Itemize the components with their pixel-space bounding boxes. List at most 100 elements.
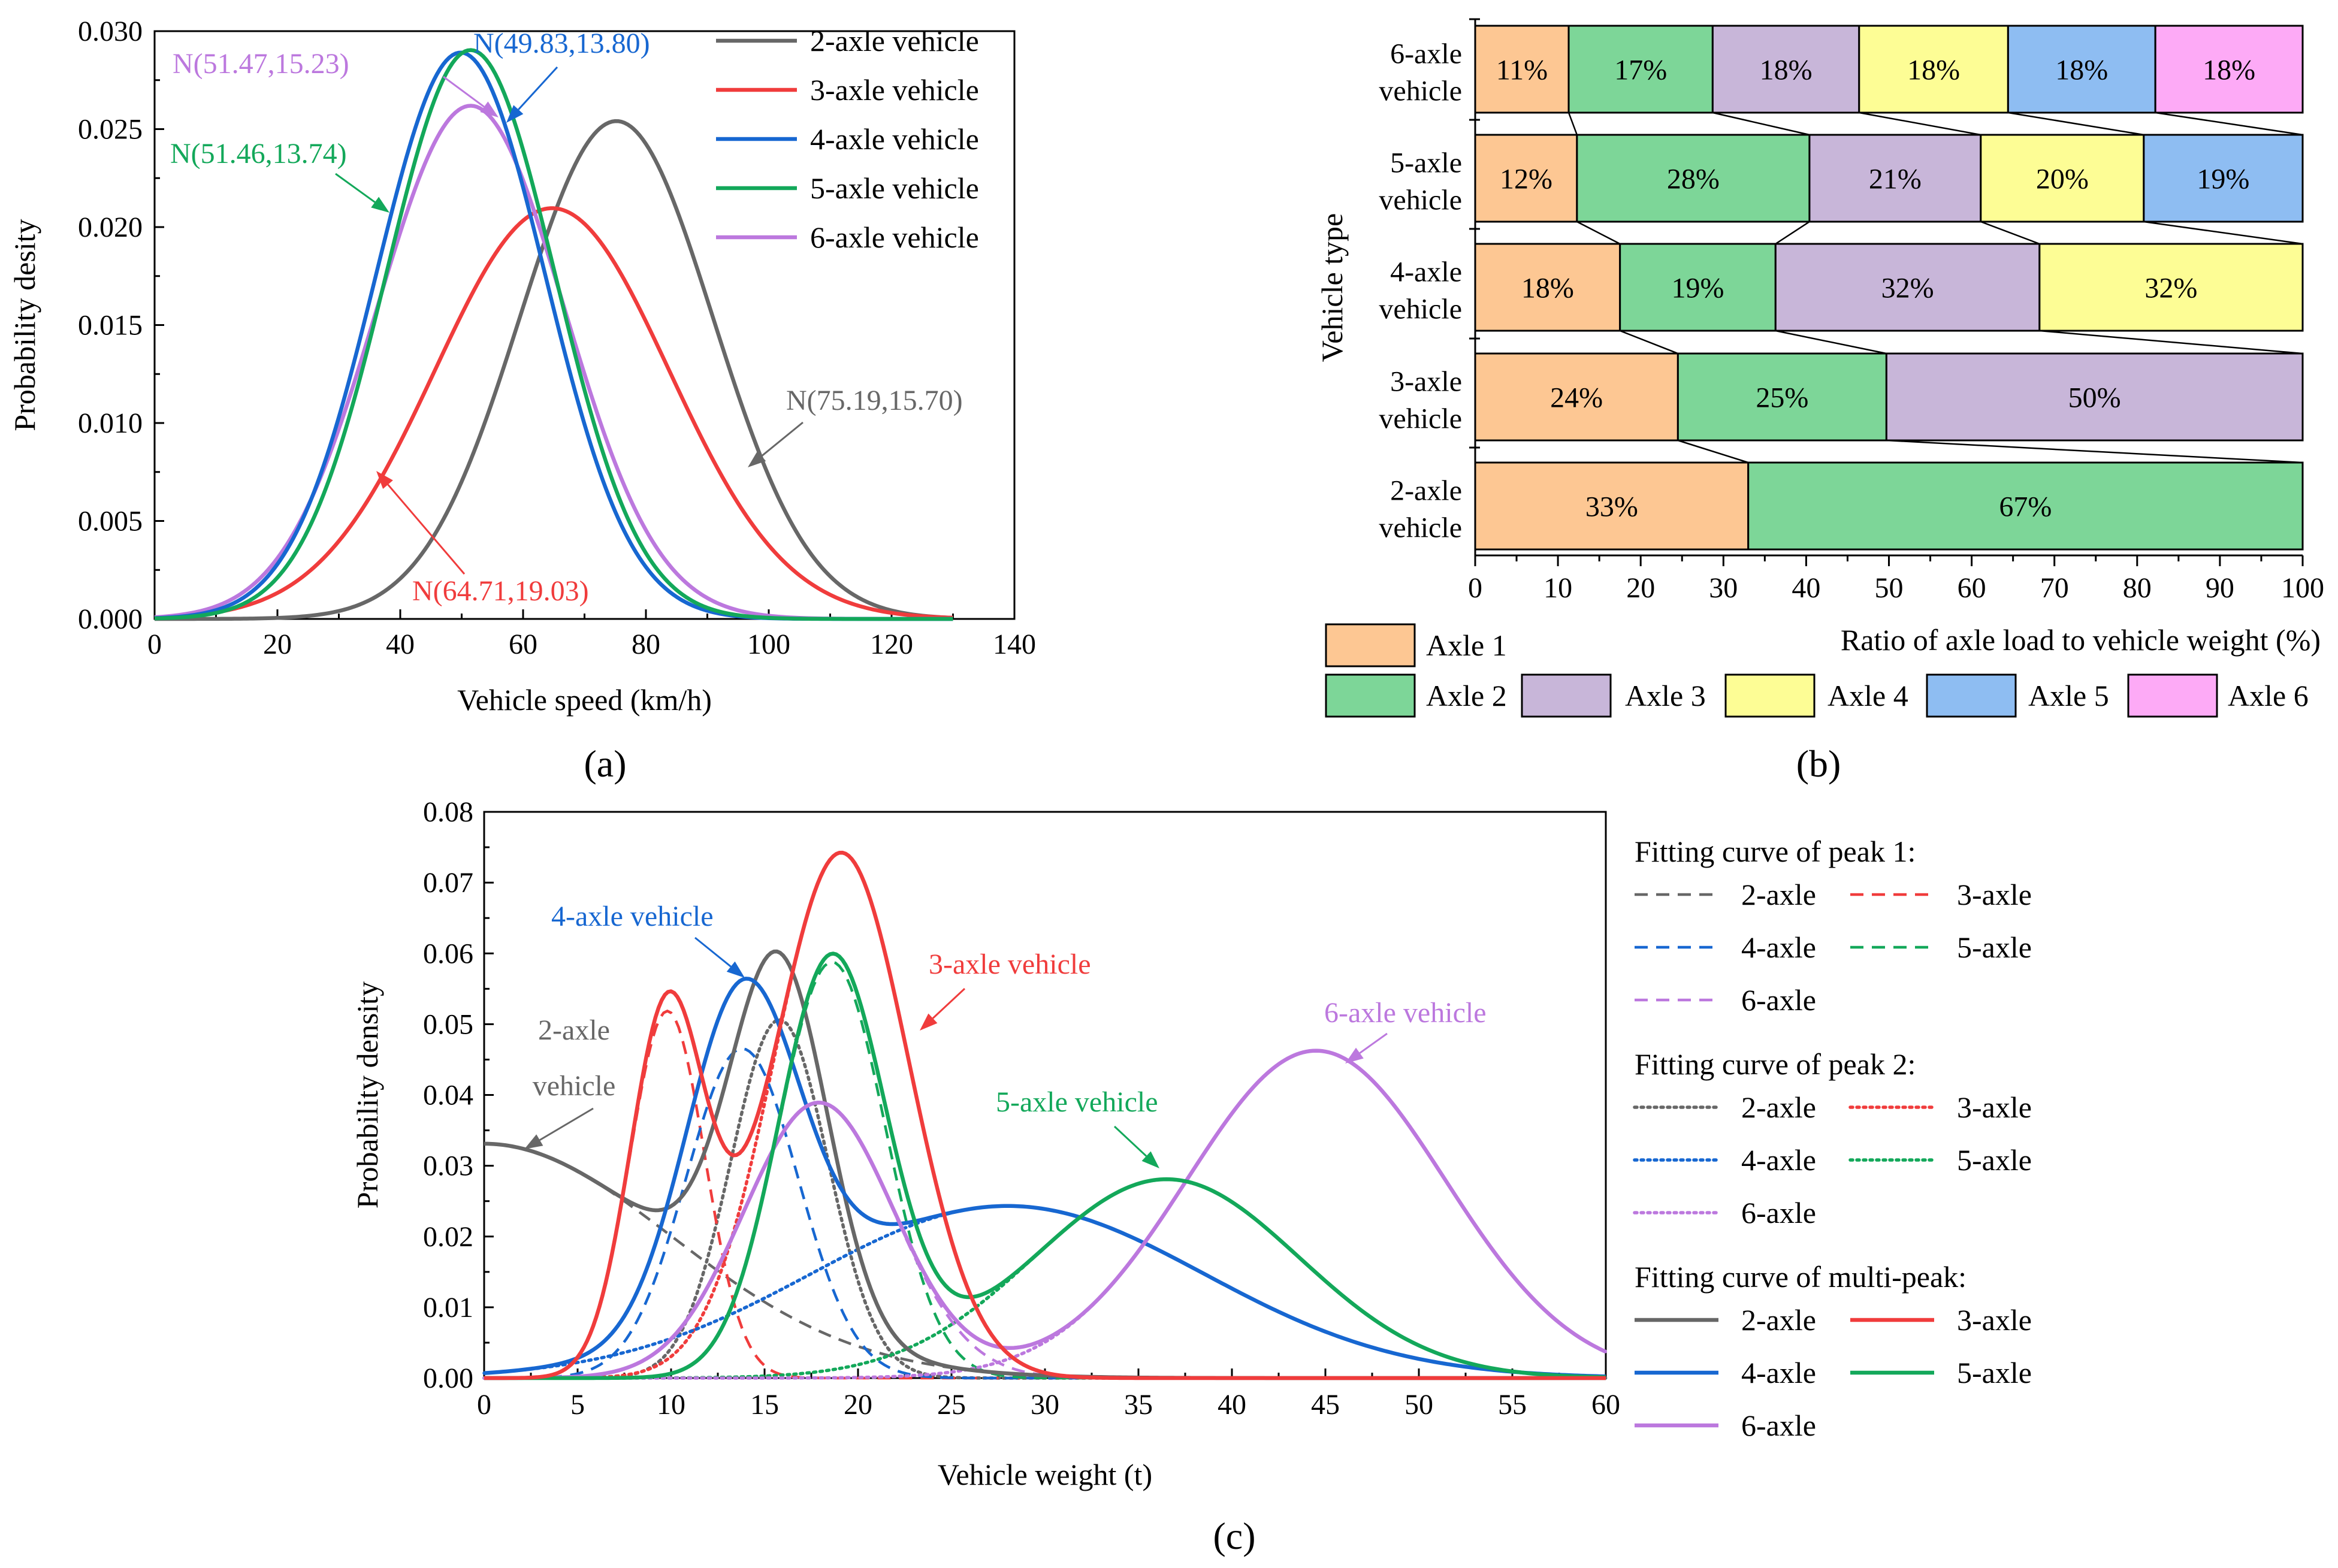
- legend-label-5-axle: 5-axle: [1957, 1356, 2032, 1389]
- multipeak-curve-3-axle: [484, 850, 1606, 1380]
- bar-segment-axle-1: [1474, 461, 1750, 551]
- bar-segment-axle-5: [2007, 25, 2156, 114]
- y-axis-title: Probability density: [351, 981, 384, 1209]
- legend-swatch-axle-6: [2127, 673, 2218, 718]
- category-label-line1: 5-axle: [1390, 147, 1462, 179]
- plot-frame: [153, 30, 1016, 620]
- x-tick-label: 50: [1875, 572, 1904, 604]
- bar-segment-label: 18%: [2055, 55, 2108, 86]
- x-tick-label: 10: [1543, 572, 1572, 604]
- bar-segment-label: 11%: [1496, 55, 1548, 86]
- legend-label-6-axle: 6-axle: [1741, 1196, 1816, 1229]
- legend-label-2-axle: 2-axle vehicle: [810, 24, 979, 58]
- bar-segment-axle-2: [1747, 461, 2304, 551]
- peak2-curve-4-axle: [482, 1204, 1608, 1378]
- x-tick-label: 120: [870, 629, 913, 660]
- legend-label-axle-1: Axle 1: [1426, 629, 1507, 662]
- category-label-line2: vehicle: [1379, 185, 1462, 216]
- x-tick-label: 40: [1792, 572, 1820, 604]
- category-label-line2: vehicle: [1379, 512, 1462, 544]
- bar-segment-label: 33%: [1585, 491, 1638, 523]
- speed-curve-2-axle: [155, 119, 953, 621]
- annotation-3-axle: N(64.71,19.03): [412, 575, 589, 607]
- legend-label-axle-4: Axle 4: [1827, 679, 1908, 712]
- panel-b-axle-load-ratio: 0 10 20 30 40 50 60 70 80 90 100 Ratio of axle load…: [1315, 18, 2324, 785]
- stack-connector: [1567, 112, 1578, 135]
- x-axis-title: Vehicle speed (km/h): [457, 683, 712, 717]
- y-tick-label: 0.07: [423, 867, 473, 899]
- category-label-line1: 3-axle: [1390, 366, 1462, 398]
- legend-label-axle-2: Axle 2: [1426, 679, 1507, 712]
- stack-connector: [1775, 220, 1810, 245]
- y-tick-label: 0.05: [423, 1008, 473, 1040]
- bar-segment-axle-2: [1677, 352, 1887, 442]
- panel-a-speed-distribution: 0 20 40 60 80 100 120 140 0.000 0.005 0.010 0.015 0.…: [8, 16, 1036, 785]
- multipeak-curve-6-axle: [484, 1049, 1607, 1380]
- x-tick-label: 20: [1626, 572, 1655, 604]
- peak1-curve-3-axle: [484, 1009, 1606, 1380]
- annotation-2-axle-line2: vehicle: [533, 1070, 616, 1102]
- stack-connector: [1886, 439, 2303, 464]
- x-tick-label: 40: [1218, 1389, 1246, 1421]
- legend-swatch-axle-1: [1325, 623, 1416, 667]
- bar-segment-axle-3: [1808, 134, 1982, 223]
- stack-connector: [2143, 220, 2303, 245]
- stack-connector: [1712, 111, 1810, 136]
- bar-segment-axle-2: [1576, 134, 1811, 223]
- x-tick-label: 5: [570, 1389, 585, 1421]
- legend-label-3-axle: 3-axle: [1957, 1303, 2032, 1337]
- speed-curve-5-axle: [154, 48, 953, 621]
- y-axis-title: Probability desity: [8, 219, 41, 431]
- annotation-arrow-4-axle-shaft: [518, 66, 558, 110]
- annotation-arrow-3-axle-shaft: [387, 484, 466, 575]
- legend-swatch-axle-3: [1521, 673, 1612, 718]
- annotation-arrow-2-axle-shaft: [539, 1107, 594, 1141]
- caption-b: (b): [1796, 742, 1841, 785]
- legend-group-title: Fitting curve of peak 1:: [1635, 835, 1916, 868]
- annotation-arrow-6-axle-shaft: [1359, 1032, 1388, 1054]
- stack-connector: [1775, 330, 1887, 355]
- bar-segment-label: 32%: [1881, 273, 1934, 304]
- bar-segment-axle-1: [1474, 352, 1679, 442]
- legend-label-5-axle: 5-axle: [1957, 930, 2032, 964]
- annotation-arrow-4-axle-shaft: [694, 936, 732, 968]
- bar-segment-axle-4: [1980, 134, 2145, 223]
- legend-label-4-axle: 4-axle vehicle: [810, 122, 979, 156]
- annotation-6-axle: N(51.47,15.23): [173, 48, 349, 80]
- y-tick-label: 0.02: [423, 1221, 473, 1253]
- legend-label-2-axle: 2-axle: [1741, 1090, 1816, 1124]
- annotation-arrow-2-axle-head: [748, 451, 766, 467]
- category-label-line2: vehicle: [1379, 403, 1462, 435]
- bar-segment-axle-4: [2038, 243, 2304, 332]
- bar-segment-label: 18%: [1521, 273, 1574, 304]
- stack-connector: [1576, 220, 1621, 245]
- annotation-arrow-5-axle-head: [1141, 1151, 1159, 1168]
- x-tick-label: 25: [937, 1389, 966, 1421]
- annotation-arrow-6-axle-head: [1345, 1047, 1364, 1064]
- annotation-5-axle: N(51.46,13.74): [170, 138, 347, 170]
- category-label-line1: 6-axle: [1390, 38, 1462, 70]
- y-tick-label: 0.00: [423, 1362, 473, 1394]
- x-axis-title: Vehicle weight (t): [938, 1458, 1152, 1491]
- legend-label-6-axle: 6-axle vehicle: [810, 220, 979, 254]
- x-tick-label: 20: [263, 629, 292, 660]
- multipeak-curve-4-axle: [484, 977, 1606, 1379]
- annotation-arrow-2-axle-shaft: [761, 421, 804, 457]
- bar-segment-label: 50%: [2068, 382, 2121, 414]
- bar-segment-label: 12%: [1500, 164, 1552, 195]
- x-tick-label: 100: [747, 629, 790, 660]
- bar-segment-label: 18%: [1907, 55, 1960, 86]
- y-tick-label: 0.01: [423, 1292, 473, 1324]
- x-tick-label: 35: [1124, 1389, 1153, 1421]
- annotation-2-axle: N(75.19,15.70): [786, 385, 963, 416]
- annotation-arrow-6-axle-head: [480, 101, 499, 117]
- bar-segment-label: 20%: [2036, 164, 2089, 195]
- peak2-curve-2-axle: [482, 1018, 1608, 1380]
- legend-label-6-axle: 6-axle: [1741, 983, 1816, 1017]
- bar-segment-label: 24%: [1550, 382, 1603, 414]
- y-tick-label: 0.015: [78, 310, 143, 342]
- annotation-2-axle-line1: 2-axle: [538, 1014, 610, 1046]
- legend-label-4-axle: 4-axle: [1741, 1356, 1816, 1389]
- category-label-line1: 2-axle: [1390, 475, 1462, 507]
- x-tick-label: 60: [1591, 1389, 1620, 1421]
